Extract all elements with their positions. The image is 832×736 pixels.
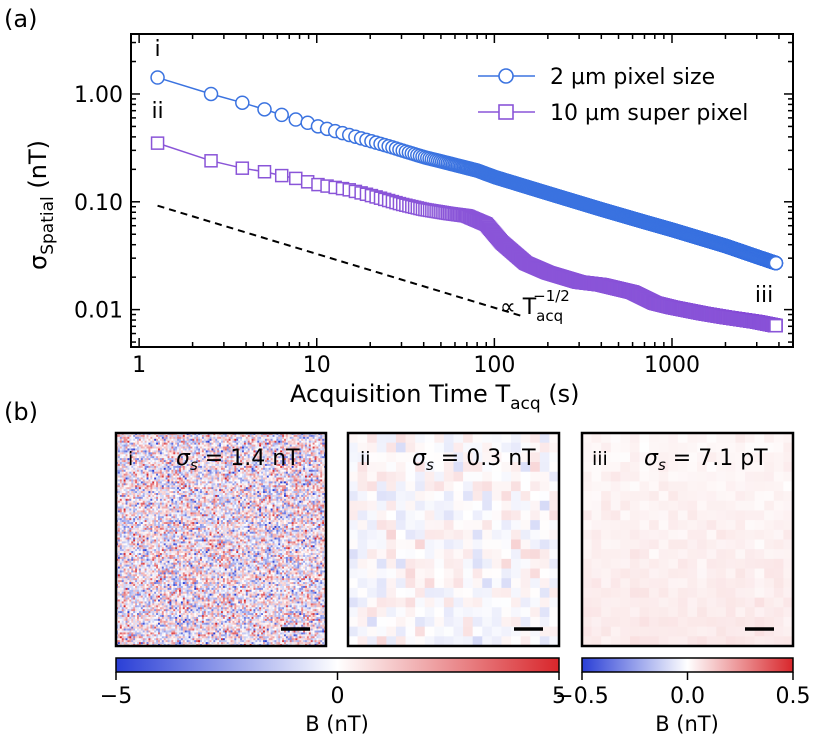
data-point — [258, 103, 271, 116]
data-point — [151, 71, 164, 84]
data-point — [236, 96, 249, 109]
panel-a-label: (a) — [4, 5, 37, 33]
figure: (a) 1 10 100 10000.010.101.00 iiiiii ∝ Tacq… — [0, 0, 832, 736]
data-point — [275, 108, 288, 121]
data-point — [205, 87, 218, 100]
data-point — [289, 113, 302, 126]
